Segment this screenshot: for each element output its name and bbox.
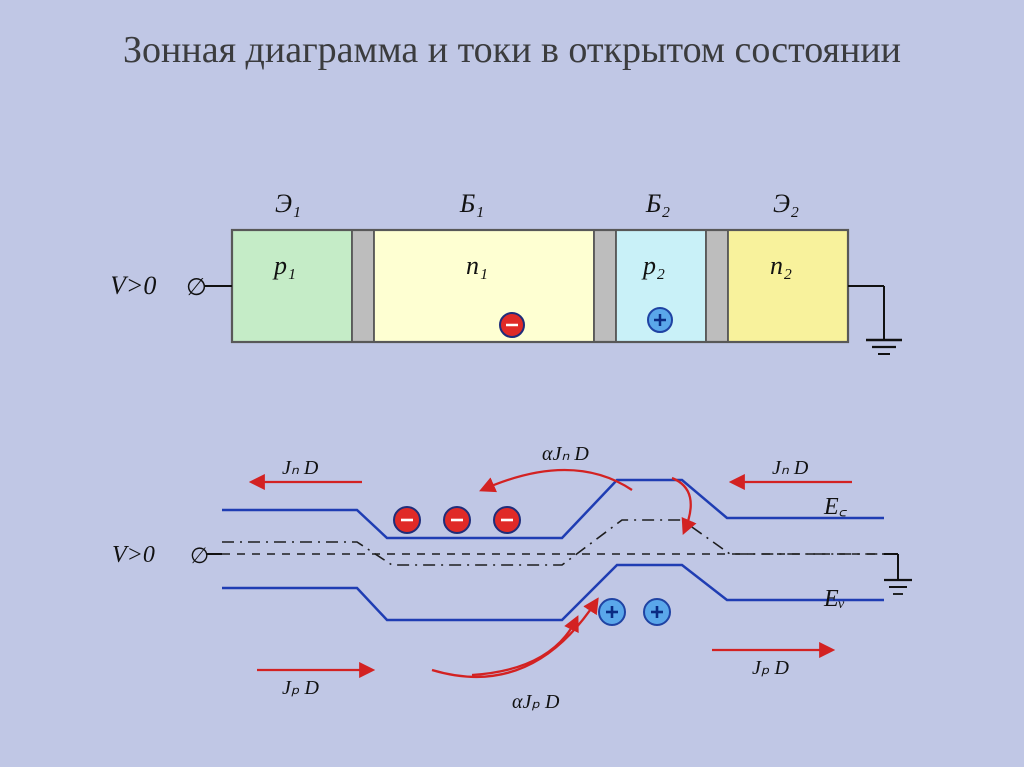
svg-text:Jₚ D: Jₚ D: [752, 657, 789, 679]
svg-text:E꜀: E꜀: [823, 494, 848, 520]
svg-text:Jₚ D: Jₚ D: [282, 677, 319, 699]
svg-text:∅: ∅: [190, 543, 209, 568]
svg-text:V>0: V>0: [112, 271, 156, 300]
svg-text:Б₁: Б₁: [459, 189, 484, 218]
svg-text:Э₁: Э₁: [275, 189, 301, 218]
band-diagram: E꜀ Eᵥ V>0 ∅ Jₙ D Jₙ D αJₙ D Jₚ D Jₚ D αJₚ D: [112, 443, 912, 713]
svg-text:Jₙ D: Jₙ D: [282, 457, 319, 479]
diagram-stage: Э₁ Б₁ Б₂ Э₂ p₁ n₁ p₂ n₂ V>0 ∅ E꜀ Eᵥ V>0 ∅ Jₙ D Jₙ D αJₙ…: [112, 170, 912, 750]
svg-text:∅: ∅: [186, 275, 207, 301]
svg-text:n₂: n₂: [770, 251, 792, 280]
page-title: Зонная диаграмма и токи в открытом состо…: [0, 0, 1024, 74]
svg-text:Э₂: Э₂: [773, 189, 799, 218]
svg-text:p₁: p₁: [272, 251, 296, 280]
svg-text:V>0: V>0: [112, 542, 155, 568]
svg-text:Jₙ D: Jₙ D: [772, 457, 809, 479]
device-structure: Э₁ Б₁ Б₂ Э₂ p₁ n₁ p₂ n₂ V>0 ∅: [112, 189, 902, 354]
svg-text:p₂: p₂: [641, 251, 665, 280]
svg-text:Eᵥ: Eᵥ: [823, 586, 845, 612]
svg-text:n₁: n₁: [466, 251, 488, 280]
diagram-svg: Э₁ Б₁ Б₂ Э₂ p₁ n₁ p₂ n₂ V>0 ∅ E꜀ Eᵥ V>0 ∅ Jₙ D Jₙ D αJₙ…: [112, 170, 912, 750]
svg-text:Б₂: Б₂: [645, 189, 670, 218]
svg-text:αJₚ D: αJₚ D: [512, 691, 560, 713]
svg-text:αJₙ D: αJₙ D: [542, 443, 589, 465]
